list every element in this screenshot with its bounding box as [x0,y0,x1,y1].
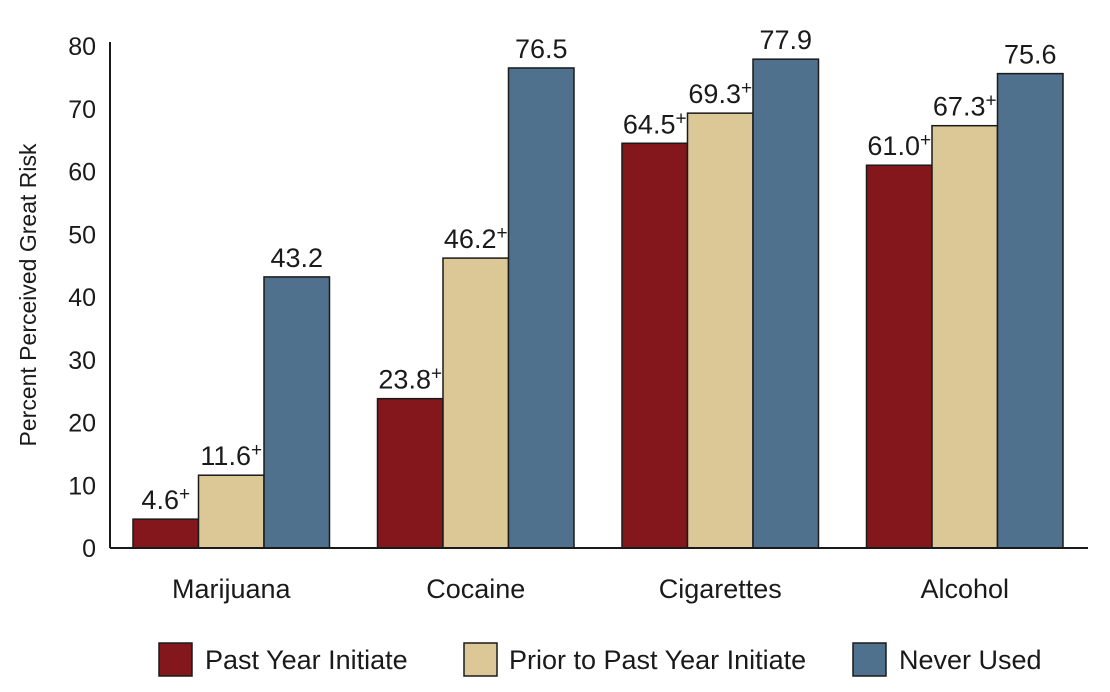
bars-group [132,58,1064,549]
value-label: 43.2 [270,243,323,273]
bar-never-used-cigarettes [752,58,820,549]
value-label: 4.6+ [141,484,190,515]
bar-prior-to-past-year-initiate-marijuana [197,474,265,549]
category-labels: Marijuana Cocaine Cigarettes Alcohol [172,574,1009,604]
value-label: 23.8+ [378,364,442,395]
category-label: Marijuana [172,574,292,604]
legend-label: Past Year Initiate [205,645,408,675]
legend-swatch [158,642,193,677]
y-tick-label: 20 [68,410,96,438]
y-tick-label: 50 [68,221,96,249]
value-label: 46.2+ [444,223,508,254]
y-tick-label: 10 [68,472,96,500]
y-tick-labels: 0 10 20 30 40 50 60 70 80 [68,33,96,563]
value-label: 76.5 [515,34,568,64]
bar-never-used-alcohol [996,72,1064,549]
value-label: 77.9 [759,25,812,55]
bar-past-year-initiate-alcohol [865,164,933,549]
bar-prior-to-past-year-initiate-cigarettes [686,112,754,549]
bar-prior-to-past-year-initiate-cocaine [442,257,510,549]
legend-label: Prior to Past Year Initiate [509,645,806,675]
legend-label: Never Used [899,645,1042,675]
bar-past-year-initiate-cigarettes [621,142,689,549]
legend-swatch [852,642,887,677]
y-tick-label: 70 [68,96,96,124]
bar-prior-to-past-year-initiate-alcohol [931,124,999,549]
category-label: Cigarettes [659,574,782,604]
category-label: Cocaine [426,574,525,604]
y-tick-label: 60 [68,159,96,187]
legend-swatch [463,642,498,677]
value-label: 67.3+ [933,91,997,122]
value-label: 61.0+ [867,130,931,161]
category-label: Alcohol [920,574,1009,604]
y-tick-label: 40 [68,284,96,312]
value-label: 75.6 [1004,40,1057,70]
bar-never-used-cocaine [507,67,575,549]
legend: Past Year Initiate Prior to Past Year Ini… [158,642,1042,677]
value-labels: 4.6+ 11.6+ 43.2 23.8+ 46.2+ 76.5 64.5+69.3+77.… [141,25,1056,515]
y-tick-label: 0 [82,535,96,563]
value-label: 64.5+ [623,108,687,139]
y-tick-label: 30 [68,347,96,375]
value-label: 11.6+ [200,440,262,471]
bar-never-used-marijuana [263,276,331,549]
bar-past-year-initiate-marijuana [132,518,200,549]
axes-group [109,42,1088,549]
y-axis-label: Percent Perceived Great Risk [15,143,41,446]
bar-past-year-initiate-cocaine [376,397,444,549]
value-label: 69.3+ [688,78,752,109]
y-tick-label: 80 [68,33,96,61]
